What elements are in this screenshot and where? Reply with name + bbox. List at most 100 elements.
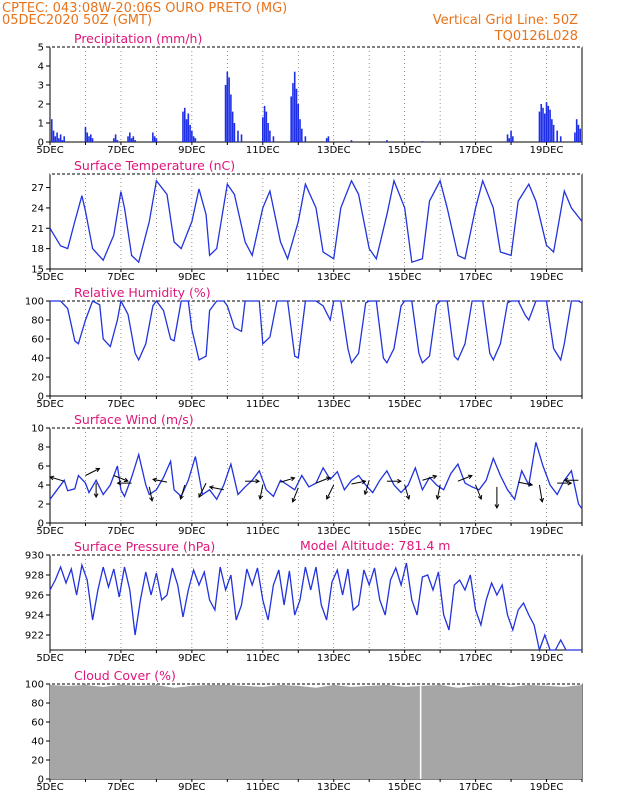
panel-5: 0 20 40 60 80 100 5DEC 7DEC 9DEC 11DEC 13DEC 15DEC 1…	[25, 668, 583, 793]
y-tick-label: 0	[38, 775, 44, 786]
precip-bar	[155, 138, 158, 142]
precip-bar	[267, 123, 269, 142]
series-line	[49, 562, 582, 653]
precip-bar	[272, 136, 275, 142]
y-tick-label: 60	[31, 718, 44, 729]
precip-bar	[84, 126, 87, 142]
wind-arrow	[326, 484, 335, 500]
precip-bar	[552, 124, 555, 142]
wind-arrow-head	[325, 476, 331, 481]
x-tick-label: 13DEC	[317, 782, 351, 793]
precip-bar	[127, 136, 129, 142]
x-tick-label: 17DEC	[459, 272, 493, 283]
wind-arrows	[49, 467, 579, 509]
x-tick-label: 9DEC	[178, 653, 205, 664]
y-tick-label: 24	[31, 203, 44, 214]
panel-1: 15 18 21 24 27 5DEC 7DEC 9DEC 11DEC 13DEC 15DEC 17D…	[31, 158, 583, 283]
precip-bar	[52, 130, 55, 142]
wind-arrow	[518, 481, 533, 486]
x-tick-label: 15DEC	[388, 782, 422, 793]
wind-arrow-head	[363, 490, 369, 496]
y-tick-label: 60	[31, 335, 44, 346]
wind-arrow	[457, 475, 473, 482]
x-tick-label: 9DEC	[178, 272, 205, 283]
x-tick-label: 7DEC	[107, 653, 134, 664]
panel-frame	[49, 300, 583, 397]
precip-bar	[185, 119, 188, 142]
wind-arrow	[292, 487, 299, 503]
precip-bar	[574, 132, 576, 142]
y-tick-label: 20	[31, 756, 44, 767]
precip-bar	[508, 138, 511, 142]
precip-bar	[192, 136, 195, 142]
precip-bar	[152, 132, 154, 142]
precip-bar	[86, 132, 89, 142]
precip-bar	[269, 130, 271, 142]
x-tick-label: 11DEC	[246, 653, 280, 664]
precip-bar	[58, 138, 60, 142]
precip-bar	[183, 107, 186, 142]
precip-bar	[545, 102, 548, 142]
precip-bar	[292, 83, 294, 142]
wind-arrow-head	[290, 476, 296, 482]
precip-bar	[325, 138, 328, 142]
x-tick-label: 15DEC	[388, 653, 422, 664]
header-code: TQ0126L028	[494, 29, 578, 44]
panel-frame	[49, 173, 583, 270]
precip-bar	[301, 128, 303, 142]
panel-frame	[49, 46, 583, 143]
y-tick-label: 18	[31, 244, 44, 255]
y-tick-label: 27	[31, 183, 44, 194]
precip-bar	[59, 134, 62, 142]
x-tick-label: 15DEC	[388, 526, 422, 537]
x-tick-label: 19DEC	[530, 526, 564, 537]
y-tick-label: 10	[31, 424, 44, 435]
precip-bar	[129, 132, 131, 142]
x-tick-label: 17DEC	[459, 653, 493, 664]
series-line	[49, 178, 583, 264]
precip-bar	[265, 111, 268, 142]
x-tick-label: 7DEC	[107, 399, 134, 410]
wind-arrow-head	[179, 494, 184, 500]
precip-bar	[327, 136, 330, 142]
precip-bar	[113, 138, 115, 142]
wind-arrow-head	[149, 496, 154, 502]
panel-frame	[49, 427, 583, 524]
precip-bar	[56, 132, 58, 142]
x-tick-label: 15DEC	[388, 399, 422, 410]
y-tick-label: 21	[31, 224, 44, 235]
wind-arrow	[209, 486, 224, 491]
y-tick-label: 80	[31, 316, 44, 327]
precip-bar	[540, 104, 543, 142]
wind-arrow	[404, 484, 410, 500]
precip-bar	[263, 105, 266, 142]
series-line	[49, 442, 583, 510]
precip-bar	[510, 130, 512, 142]
panel-title: Precipitation (mm/h)	[74, 31, 202, 46]
y-tick-label: 6	[38, 462, 44, 473]
x-tick-label: 7DEC	[107, 272, 134, 283]
wind-arrow	[259, 484, 264, 500]
precip-bar	[54, 136, 57, 142]
x-tick-label: 13DEC	[317, 145, 351, 156]
wind-arrow	[436, 484, 441, 500]
y-tick-label: 100	[25, 297, 44, 308]
wind-arrow	[198, 482, 207, 498]
wind-arrow-head	[567, 480, 573, 486]
header-grid-note: Vertical Grid Line: 50Z	[433, 13, 578, 28]
precip-bar	[506, 134, 509, 142]
x-tick-label: 19DEC	[530, 145, 564, 156]
panel-title: Surface Pressure (hPa)	[74, 539, 215, 554]
x-tick-label: 17DEC	[459, 399, 493, 410]
y-tick-label: 15	[31, 265, 44, 276]
precip-bar	[542, 107, 544, 142]
x-tick-label: 7DEC	[107, 782, 134, 793]
precip-bar	[556, 130, 558, 142]
wind-arrow-head	[467, 474, 473, 480]
precip-bar	[88, 136, 90, 142]
wind-arrow	[364, 480, 370, 495]
y-tick-label: 2	[38, 100, 44, 111]
precip-bar	[304, 136, 307, 142]
precip-bar	[299, 119, 301, 142]
